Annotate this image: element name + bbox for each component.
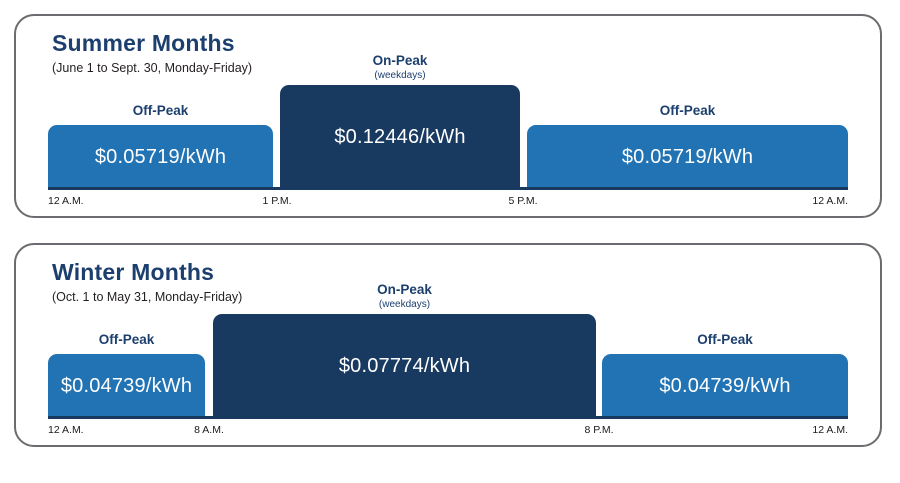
summer-axis-baseline: [48, 187, 848, 190]
summer-onpeak-label-text: On-Peak: [372, 53, 428, 69]
summer-offpeak-morning-bar: $0.05719/kWh: [48, 125, 273, 190]
summer-tick-5pm: 5 P.M.: [508, 195, 538, 207]
winter-tick-12am-left: 12 A.M.: [48, 424, 84, 436]
winter-onpeak-label-text: On-Peak: [377, 282, 432, 298]
winter-onpeak-sublabel: (weekdays): [378, 299, 431, 310]
summer-onpeak-sublabel: (weekdays): [374, 70, 426, 81]
summer-offpeak-evening-label: Off-Peak: [659, 103, 716, 119]
winter-panel-title: Winter Months: [52, 259, 215, 285]
summer-offpeak-morning-label: Off-Peak: [132, 103, 189, 119]
winter-onpeak-bar: $0.07774/kWh: [213, 314, 596, 419]
winter-rate-chart: Off-Peak On-Peak (weekdays) Off-Peak $0.…: [48, 277, 848, 436]
summer-panel-subtitle: (June 1 to Sept. 30, Monday-Friday): [52, 61, 253, 75]
summer-tick-1pm: 1 P.M.: [262, 195, 292, 207]
winter-axis-baseline: [48, 416, 848, 419]
summer-offpeak-evening-rate: $0.05719/kWh: [621, 146, 754, 168]
winter-tick-8pm: 8 P.M.: [584, 424, 614, 436]
winter-onpeak-label: On-Peak (weekdays): [213, 282, 596, 310]
winter-offpeak-evening-label: Off-Peak: [697, 332, 753, 348]
winter-panel-subtitle: (Oct. 1 to May 31, Monday-Friday): [52, 290, 243, 304]
winter-offpeak-evening-rate: $0.04739/kWh: [659, 375, 791, 397]
winter-panel-header: Winter Months (Oct. 1 to May 31, Monday-…: [52, 259, 242, 304]
summer-tick-12am-left: 12 A.M.: [48, 195, 84, 207]
winter-onpeak-rate: $0.07774/kWh: [338, 355, 471, 377]
winter-rate-panel: Winter Months (Oct. 1 to May 31, Monday-…: [14, 243, 882, 447]
summer-offpeak-evening-bar: $0.05719/kWh: [527, 125, 848, 190]
summer-onpeak-bar: $0.12446/kWh: [280, 85, 520, 190]
summer-rate-panel: Summer Months (June 1 to Sept. 30, Monda…: [14, 14, 882, 218]
winter-offpeak-morning-label: Off-Peak: [98, 332, 155, 348]
summer-onpeak-label: On-Peak (weekdays): [280, 53, 520, 81]
summer-onpeak-rate: $0.12446/kWh: [334, 126, 466, 148]
summer-offpeak-morning-rate: $0.05719/kWh: [94, 146, 227, 168]
summer-panel-title: Summer Months: [52, 30, 235, 56]
winter-tick-8am: 8 A.M.: [194, 424, 224, 436]
summer-rate-chart: Off-Peak On-Peak (weekdays) Off-Peak $0.…: [48, 48, 848, 207]
winter-offpeak-morning-rate: $0.04739/kWh: [60, 375, 193, 397]
winter-tick-12am-right: 12 A.M.: [812, 424, 848, 436]
summer-tick-12am-right: 12 A.M.: [812, 195, 848, 207]
winter-offpeak-morning-bar: $0.04739/kWh: [48, 354, 205, 419]
winter-offpeak-evening-bar: $0.04739/kWh: [602, 354, 848, 419]
summer-panel-header: Summer Months (June 1 to Sept. 30, Monda…: [52, 30, 252, 75]
